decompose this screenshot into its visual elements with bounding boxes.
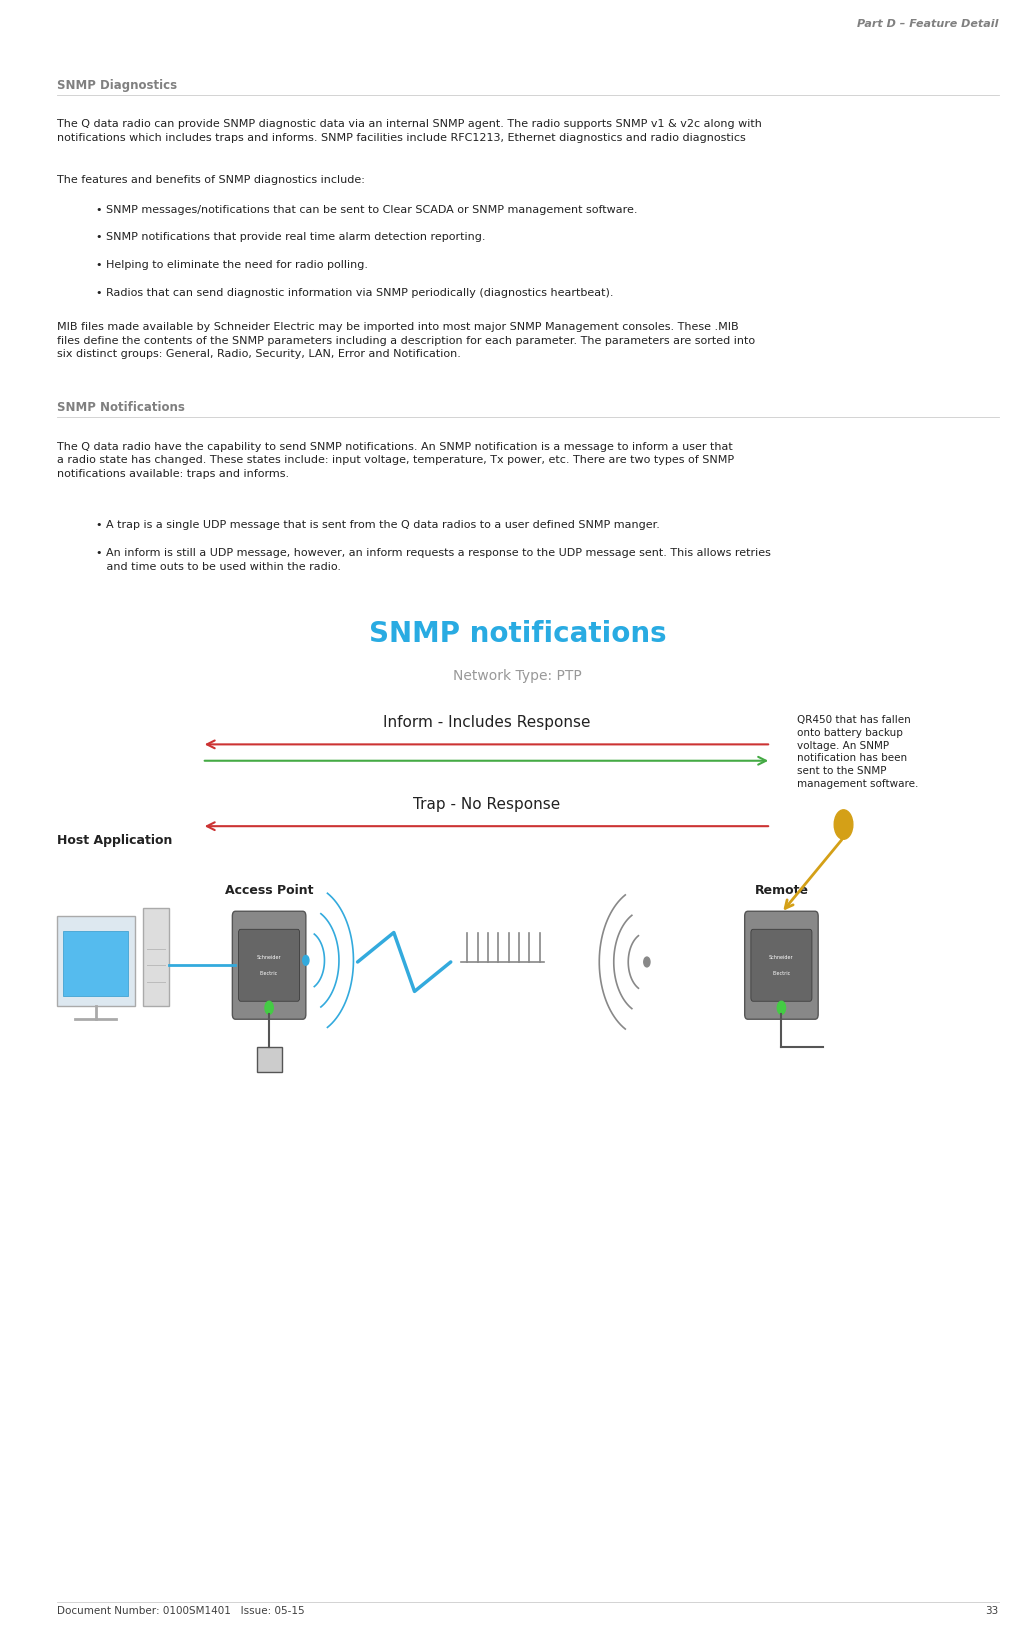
FancyBboxPatch shape [232,911,306,1019]
Ellipse shape [834,810,853,839]
Text: QR450 that has fallen
onto battery backup
voltage. An SNMP
notification has been: QR450 that has fallen onto battery backu… [797,715,918,789]
Text: • A trap is a single UDP message that is sent from the Q data radios to a user d: • A trap is a single UDP message that is… [96,520,660,530]
Text: Network Type: PTP: Network Type: PTP [453,669,582,684]
Text: Trap - No Response: Trap - No Response [413,797,560,811]
Text: Electric: Electric [772,970,791,977]
Text: The Q data radio can provide SNMP diagnostic data via an internal SNMP agent. Th: The Q data radio can provide SNMP diagno… [57,119,762,142]
Text: SNMP Notifications: SNMP Notifications [57,401,185,414]
Text: The features and benefits of SNMP diagnostics include:: The features and benefits of SNMP diagno… [57,175,364,185]
Text: Schneider: Schneider [769,954,794,960]
FancyBboxPatch shape [751,929,811,1001]
Text: The Q data radio have the capability to send SNMP notifications. An SNMP notific: The Q data radio have the capability to … [57,442,734,479]
Text: • SNMP messages/notifications that can be sent to Clear SCADA or SNMP management: • SNMP messages/notifications that can b… [96,204,638,214]
Text: Part D – Feature Detail: Part D – Feature Detail [857,18,999,29]
FancyBboxPatch shape [57,916,135,1006]
Text: MIB files made available by Schneider Electric may be imported into most major S: MIB files made available by Schneider El… [57,322,756,360]
Text: 33: 33 [985,1607,999,1616]
Text: • SNMP notifications that provide real time alarm detection reporting.: • SNMP notifications that provide real t… [96,232,485,242]
Text: SNMP Diagnostics: SNMP Diagnostics [57,79,177,92]
FancyBboxPatch shape [745,911,818,1019]
Text: Access Point: Access Point [225,883,314,897]
FancyBboxPatch shape [63,931,128,996]
Text: • Radios that can send diagnostic information via SNMP periodically (diagnostics: • Radios that can send diagnostic inform… [96,288,614,298]
FancyBboxPatch shape [257,1047,282,1072]
Text: Host Application: Host Application [57,834,172,847]
Text: • Helping to eliminate the need for radio polling.: • Helping to eliminate the need for radi… [96,260,368,270]
Text: • An inform is still a UDP message, however, an inform requests a response to th: • An inform is still a UDP message, howe… [96,548,771,571]
Text: Schneider: Schneider [257,954,282,960]
Text: Remote: Remote [755,883,808,897]
FancyBboxPatch shape [143,908,169,1006]
Text: Inform - Includes Response: Inform - Includes Response [383,715,590,730]
Text: Electric: Electric [260,970,278,977]
Text: Document Number: 0100SM1401   Issue: 05-15: Document Number: 0100SM1401 Issue: 05-15 [57,1607,304,1616]
Circle shape [777,1001,786,1014]
FancyBboxPatch shape [238,929,300,1001]
Text: SNMP notifications: SNMP notifications [368,620,667,648]
Circle shape [265,1001,273,1014]
Circle shape [644,957,650,967]
Circle shape [302,955,308,965]
